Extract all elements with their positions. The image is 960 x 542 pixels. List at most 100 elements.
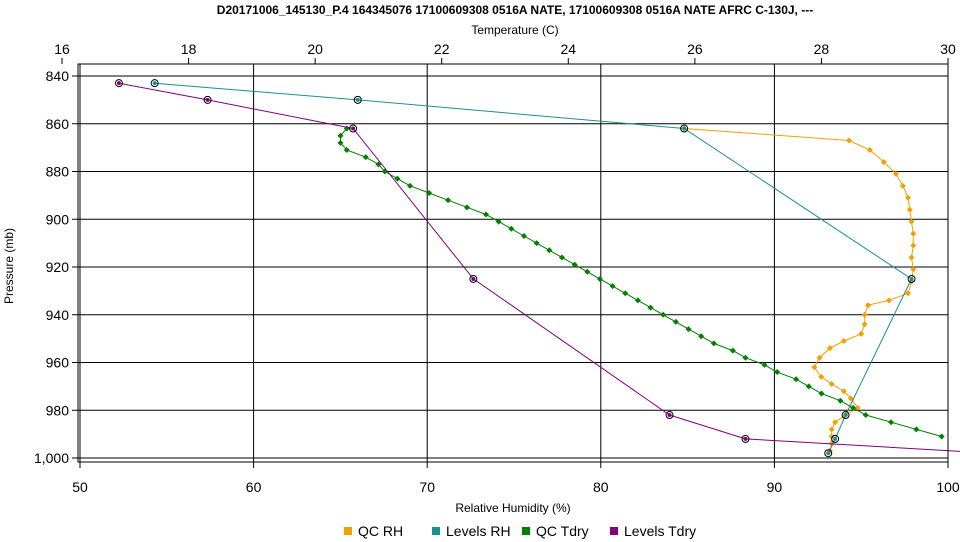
- rh-tick-label: 80: [593, 479, 609, 495]
- data-point: [571, 261, 578, 268]
- data-point: [847, 395, 854, 402]
- legend-swatch: [344, 527, 352, 535]
- data-point: [426, 189, 433, 196]
- pressure-tick-label: 940: [46, 307, 70, 323]
- legend-swatch: [522, 527, 530, 535]
- level-point-ring: [203, 95, 212, 104]
- data-point: [495, 218, 502, 225]
- data-point: [905, 194, 912, 201]
- level-point: [351, 126, 356, 131]
- data-point: [826, 345, 833, 352]
- level-point-ring: [824, 449, 833, 458]
- bottom-axis-label: Relative Humidity (%): [455, 501, 570, 515]
- data-point: [832, 419, 839, 426]
- data-point: [464, 204, 471, 211]
- rh-tick-label: 60: [246, 479, 262, 495]
- data-point: [337, 139, 344, 146]
- rh-tick-label: 100: [936, 479, 960, 495]
- temperature-tick-label: 24: [560, 41, 576, 57]
- temperature-tick-label: 28: [814, 41, 830, 57]
- level-point: [833, 436, 838, 441]
- level-point: [826, 451, 831, 456]
- level-point: [116, 81, 121, 86]
- data-point: [520, 232, 527, 239]
- data-point: [938, 433, 945, 440]
- level-point: [205, 97, 210, 102]
- chart-title: D20171006_145130_P.4 164345076 171006093…: [217, 3, 813, 17]
- level-point: [152, 81, 157, 86]
- data-point: [407, 182, 414, 189]
- level-point-ring: [841, 411, 850, 420]
- data-point: [362, 154, 369, 161]
- data-point: [866, 147, 873, 154]
- legend: QC RH Levels RH QC Tdry Levels Tdry: [344, 523, 696, 539]
- legend-item: QC Tdry: [522, 523, 589, 539]
- legend-swatch: [610, 527, 618, 535]
- y-axis-label: Pressure (mb): [2, 228, 16, 304]
- data-point: [698, 333, 705, 340]
- data-point: [546, 247, 553, 254]
- data-point: [805, 383, 812, 390]
- level-point: [909, 276, 914, 281]
- pressure-tick-label: 1,000: [34, 450, 69, 466]
- level-point-ring: [349, 124, 358, 133]
- rh-tick-label: 70: [419, 479, 435, 495]
- level-point: [471, 276, 476, 281]
- data-point: [908, 218, 915, 225]
- data-point: [394, 175, 401, 182]
- data-point: [774, 369, 781, 376]
- data-point: [828, 433, 835, 440]
- data-point: [742, 354, 749, 361]
- data-point: [888, 419, 895, 426]
- level-point-ring: [150, 79, 159, 88]
- data-point: [861, 321, 868, 328]
- data-point: [905, 290, 912, 297]
- data-point: [850, 404, 857, 411]
- data-point: [910, 266, 917, 273]
- legend-item: Levels RH: [432, 523, 511, 539]
- level-point: [355, 97, 360, 102]
- data-point: [660, 311, 667, 318]
- data-point: [622, 290, 629, 297]
- series-levels-tdry: [114, 79, 960, 452]
- data-point: [828, 380, 835, 387]
- series-line: [684, 128, 914, 451]
- temperature-tick-label: 30: [940, 41, 956, 57]
- level-point-ring: [114, 79, 123, 88]
- rh-tick-label: 90: [767, 479, 783, 495]
- data-point: [793, 376, 800, 383]
- temperature-tick-label: 16: [54, 41, 70, 57]
- top-axis-label: Temperature (C): [471, 23, 558, 37]
- level-point: [843, 413, 848, 418]
- level-point: [743, 436, 748, 441]
- level-point-ring: [741, 434, 750, 443]
- data-point: [445, 197, 452, 204]
- pressure-tick-label: 920: [46, 259, 70, 275]
- legend-item: Levels Tdry: [610, 523, 696, 539]
- data-point: [343, 147, 350, 154]
- pressure-tick-label: 980: [46, 402, 70, 418]
- series-line: [340, 128, 942, 437]
- data-point: [818, 373, 825, 380]
- data-point: [828, 426, 835, 433]
- data-point: [558, 254, 565, 261]
- level-point-ring: [680, 124, 689, 133]
- data-point: [908, 254, 915, 261]
- data-point: [846, 137, 853, 144]
- data-point: [337, 132, 344, 139]
- level-point: [667, 413, 672, 418]
- legend-swatch: [432, 527, 440, 535]
- legend-label: Levels Tdry: [624, 523, 696, 539]
- legend-item: QC RH: [344, 523, 403, 539]
- data-point: [533, 240, 540, 247]
- data-point: [858, 330, 865, 337]
- data-point: [609, 283, 616, 290]
- data-point: [483, 211, 490, 218]
- series-qc-tdry: [337, 125, 945, 440]
- pressure-tick-label: 900: [46, 211, 70, 227]
- data-point: [892, 170, 899, 177]
- temperature-tick-label: 26: [687, 41, 703, 57]
- plot-frame: [77, 63, 949, 463]
